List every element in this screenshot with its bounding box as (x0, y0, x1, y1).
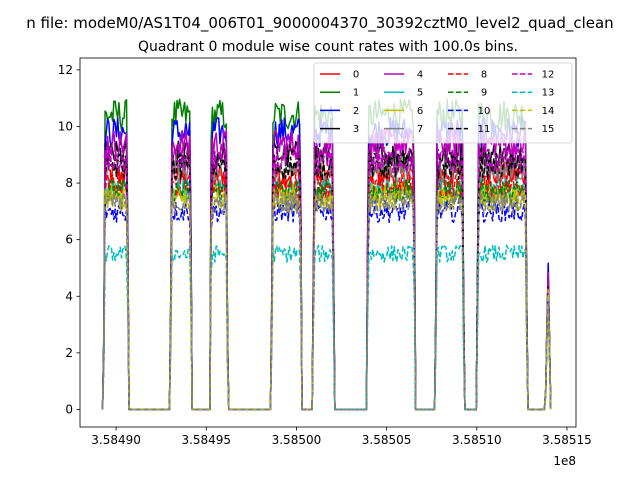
legend-label-0: 0 (353, 70, 359, 81)
series-line-12 (101, 146, 552, 411)
legend-label-5: 5 (417, 88, 423, 99)
legend-label-7: 7 (417, 124, 423, 135)
legend-label-11: 11 (478, 124, 491, 135)
x-axis-offset-label: 1e8 (553, 454, 576, 468)
legend-label-9: 9 (481, 88, 487, 99)
chart-title: Quadrant 0 module wise count rates with … (138, 39, 518, 55)
y-tick-label: 0 (65, 402, 73, 416)
axes-frame (79, 57, 577, 428)
x-tick-label: 3.58490 (91, 433, 141, 447)
y-tick-label: 4 (65, 289, 73, 303)
x-tick-label: 3.58495 (181, 433, 231, 447)
legend-label-13: 13 (542, 88, 555, 99)
legend-label-8: 8 (481, 70, 487, 81)
y-tick-label: 8 (65, 176, 73, 190)
legend-label-3: 3 (353, 124, 359, 135)
y-tick-label: 6 (65, 233, 73, 247)
chart-suptitle: n file: modeM0/AS1T04_006T01_9000004370_… (26, 14, 613, 33)
series-line-15 (101, 190, 552, 411)
series-line-14 (101, 187, 552, 411)
series-line-8 (101, 172, 552, 411)
legend-label-15: 15 (542, 124, 555, 135)
legend-label-10: 10 (478, 106, 491, 117)
legend-label-2: 2 (353, 106, 359, 117)
x-tick-label: 3.58515 (542, 433, 592, 447)
legend-label-14: 14 (542, 106, 555, 117)
x-tick-label: 3.58510 (452, 433, 502, 447)
legend-label-12: 12 (542, 70, 555, 81)
legend-label-4: 4 (417, 70, 423, 81)
x-tick-label: 3.58500 (272, 433, 322, 447)
legend-label-6: 6 (417, 106, 423, 117)
y-tick-label: 2 (65, 346, 73, 360)
y-tick-label: 10 (58, 119, 73, 133)
x-tick-label: 3.58505 (362, 433, 412, 447)
series-line-13 (101, 244, 552, 411)
plot-area: 3.58490 3.58495 3.58500 3.58505 3.58510 3.585… (58, 57, 592, 468)
y-tick-label: 12 (58, 63, 73, 77)
legend-label-1: 1 (353, 88, 359, 99)
legend-box (313, 62, 573, 144)
series-line-11 (101, 152, 552, 411)
